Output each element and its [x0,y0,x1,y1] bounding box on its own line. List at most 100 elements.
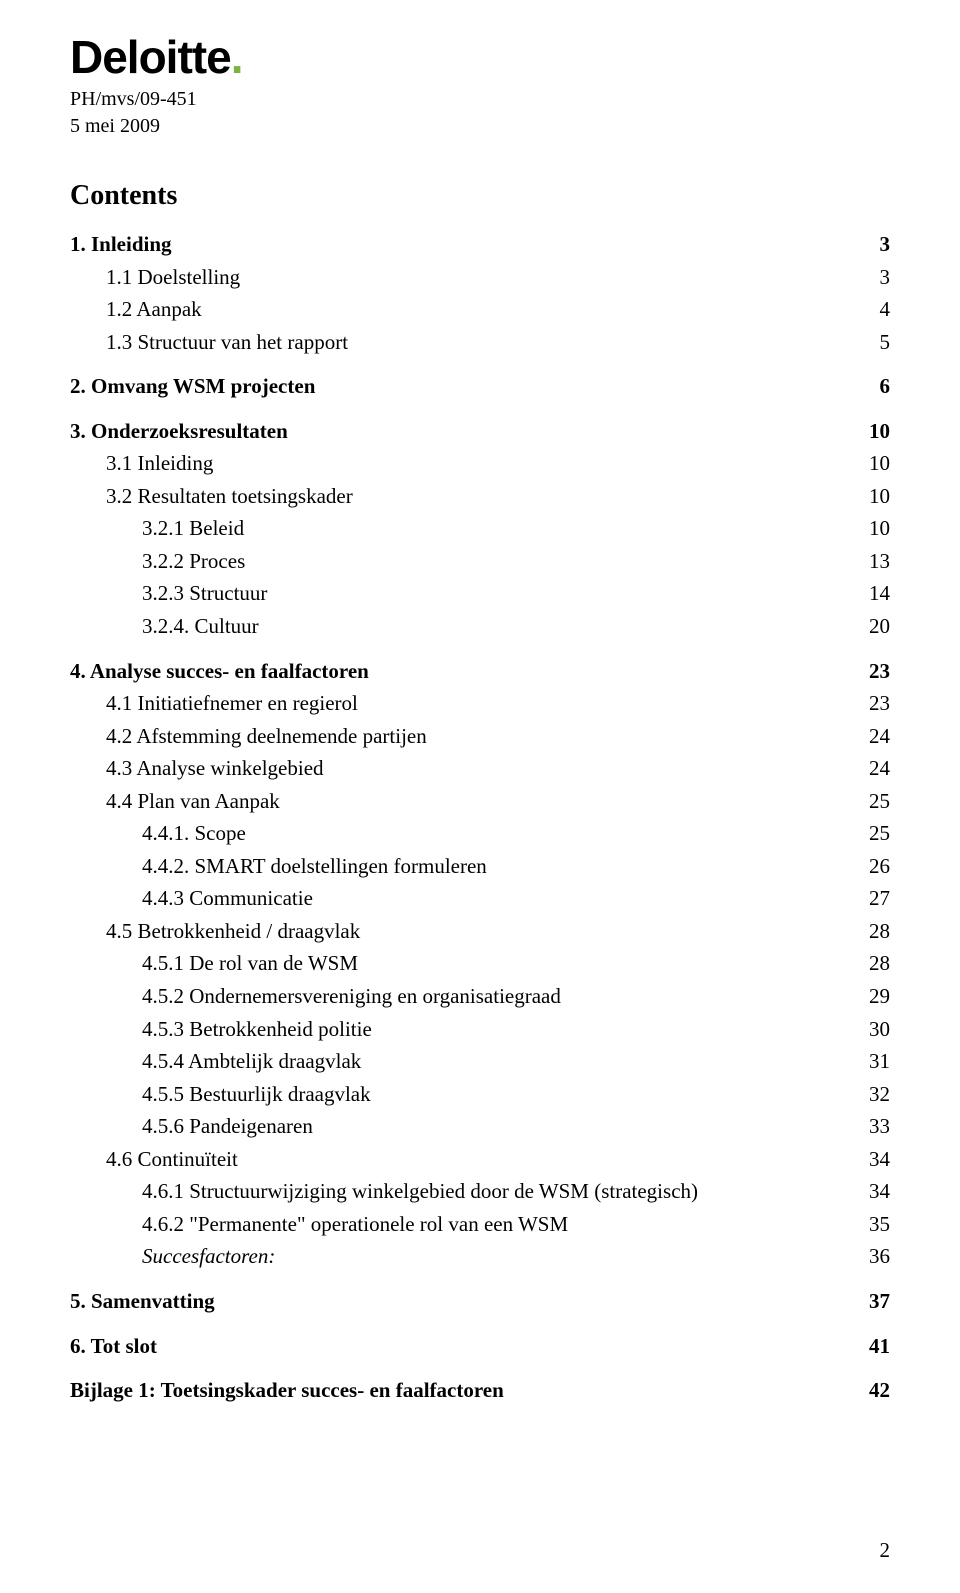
toc-entry-page: 41 [850,1330,890,1363]
toc-entry-label: 1. Inleiding [70,228,172,261]
toc-entry: 4.6.1 Structuurwijziging winkelgebied do… [70,1175,890,1208]
toc-entry-label: 4.5.2 Ondernemersvereniging en organisat… [142,980,561,1013]
document-reference: PH/mvs/09-451 5 mei 2009 [70,86,890,140]
toc-entry-label: 4.5.5 Bestuurlijk draagvlak [142,1078,371,1111]
toc-entry: 2. Omvang WSM projecten 6 [70,370,890,403]
toc-entry-page: 35 [850,1208,890,1241]
toc-entry-label: Bijlage 1: Toetsingskader succes- en faa… [70,1374,504,1407]
toc-entry: 4.5.2 Ondernemersvereniging en organisat… [70,980,890,1013]
toc-entry-page: 24 [850,752,890,785]
toc-entry-label: 4.6.2 "Permanente" operationele rol van … [142,1208,568,1241]
toc-entry-page: 34 [850,1175,890,1208]
toc-entry: 4.4 Plan van Aanpak 25 [70,785,890,818]
toc-entry-label: 2. Omvang WSM projecten [70,370,315,403]
toc-entry-label: 4.5.1 De rol van de WSM [142,947,358,980]
toc-entry: 4.1 Initiatiefnemer en regierol 23 [70,687,890,720]
toc-entry: 5. Samenvatting37 [70,1285,890,1318]
toc-entry: 4.4.1. Scope 25 [70,817,890,850]
table-of-contents: 1. Inleiding31.1 Doelstelling31.2 Aanpak… [70,228,890,1407]
toc-entry-label: 3.2.1 Beleid [142,512,244,545]
toc-entry-label: 4.4.3 Communicatie [142,882,313,915]
page-number: 2 [880,1538,891,1563]
toc-entry-page: 4 [850,293,890,326]
toc-entry-page: 26 [850,850,890,883]
toc-entry-page: 25 [850,785,890,818]
toc-entry: Bijlage 1: Toetsingskader succes- en faa… [70,1374,890,1407]
toc-entry-label: 4. Analyse succes- en faalfactoren [70,655,369,688]
toc-entry: 4.4.2. SMART doelstellingen formuleren 26 [70,850,890,883]
toc-entry: 3.2.4. Cultuur 20 [70,610,890,643]
toc-entry-page: 28 [850,947,890,980]
toc-entry-page: 28 [850,915,890,948]
toc-entry-page: 31 [850,1045,890,1078]
toc-entry: 4.5.6 Pandeigenaren 33 [70,1110,890,1143]
toc-entry-label: 1.1 Doelstelling [106,261,240,294]
toc-entry-page: 36 [850,1240,890,1273]
toc-entry-label: 3.2.3 Structuur [142,577,267,610]
toc-entry: 4.6.2 "Permanente" operationele rol van … [70,1208,890,1241]
toc-entry: 3. Onderzoeksresultaten10 [70,415,890,448]
toc-entry-page: 23 [850,655,890,688]
toc-entry-page: 13 [850,545,890,578]
toc-entry-label: 1.2 Aanpak [106,293,202,326]
toc-entry: 4.4.3 Communicatie 27 [70,882,890,915]
toc-entry: 4.5.5 Bestuurlijk draagvlak 32 [70,1078,890,1111]
toc-entry-page: 25 [850,817,890,850]
toc-entry-label: 4.5.3 Betrokkenheid politie [142,1013,372,1046]
contents-heading: Contents [70,180,890,212]
toc-entry-page: 23 [850,687,890,720]
toc-entry-label: 4.5.6 Pandeigenaren [142,1110,313,1143]
toc-entry-page: 30 [850,1013,890,1046]
toc-entry: 4.5 Betrokkenheid / draagvlak 28 [70,915,890,948]
toc-entry: 3.2.3 Structuur 14 [70,577,890,610]
toc-entry-label: Succesfactoren: [142,1240,275,1273]
toc-entry-page: 10 [850,512,890,545]
toc-entry: 3.1 Inleiding 10 [70,447,890,480]
toc-entry: Succesfactoren: 36 [70,1240,890,1273]
toc-entry-label: 4.6.1 Structuurwijziging winkelgebied do… [142,1175,698,1208]
toc-entry: 3.2.1 Beleid 10 [70,512,890,545]
toc-entry-page: 3 [850,261,890,294]
toc-entry-label: 4.5.4 Ambtelijk draagvlak [142,1045,361,1078]
toc-entry-label: 4.5 Betrokkenheid / draagvlak [106,915,360,948]
toc-entry-label: 3.2.4. Cultuur [142,610,259,643]
doc-ref-code: PH/mvs/09-451 [70,86,890,113]
toc-entry: 4.5.3 Betrokkenheid politie 30 [70,1013,890,1046]
toc-entry-page: 6 [850,370,890,403]
toc-entry-page: 32 [850,1078,890,1111]
toc-entry-label: 4.3 Analyse winkelgebied [106,752,324,785]
brand-logo: Deloitte. [70,30,890,84]
toc-entry-page: 20 [850,610,890,643]
toc-entry-page: 5 [850,326,890,359]
toc-entry: 3.2.2 Proces 13 [70,545,890,578]
toc-entry-label: 6. Tot slot [70,1330,157,1363]
toc-entry-page: 10 [850,447,890,480]
toc-entry: 1.3 Structuur van het rapport5 [70,326,890,359]
toc-entry-page: 10 [850,480,890,513]
brand-name: Deloitte [70,31,231,83]
toc-entry-label: 4.4 Plan van Aanpak [106,785,280,818]
toc-entry-label: 4.1 Initiatiefnemer en regierol [106,687,358,720]
toc-entry: 3.2 Resultaten toetsingskader 10 [70,480,890,513]
toc-entry-page: 24 [850,720,890,753]
toc-entry: 1.2 Aanpak 4 [70,293,890,326]
toc-entry-page: 29 [850,980,890,1013]
toc-entry-label: 3.2 Resultaten toetsingskader [106,480,353,513]
toc-entry-label: 3.1 Inleiding [106,447,213,480]
toc-entry-label: 4.4.2. SMART doelstellingen formuleren [142,850,487,883]
toc-entry-label: 3.2.2 Proces [142,545,245,578]
toc-entry-page: 3 [850,228,890,261]
toc-entry: 1. Inleiding 3 [70,228,890,261]
toc-entry-page: 27 [850,882,890,915]
toc-entry-page: 14 [850,577,890,610]
toc-entry-page: 37 [850,1285,890,1318]
toc-entry: 4.2 Afstemming deelnemende partijen 24 [70,720,890,753]
toc-entry-page: 10 [850,415,890,448]
toc-entry-label: 4.4.1. Scope [142,817,246,850]
toc-entry-page: 33 [850,1110,890,1143]
toc-entry-label: 4.2 Afstemming deelnemende partijen [106,720,427,753]
brand-dot-icon: . [231,31,243,83]
toc-entry: 4.3 Analyse winkelgebied 24 [70,752,890,785]
toc-entry-page: 42 [850,1374,890,1407]
toc-entry: 4.5.1 De rol van de WSM 28 [70,947,890,980]
